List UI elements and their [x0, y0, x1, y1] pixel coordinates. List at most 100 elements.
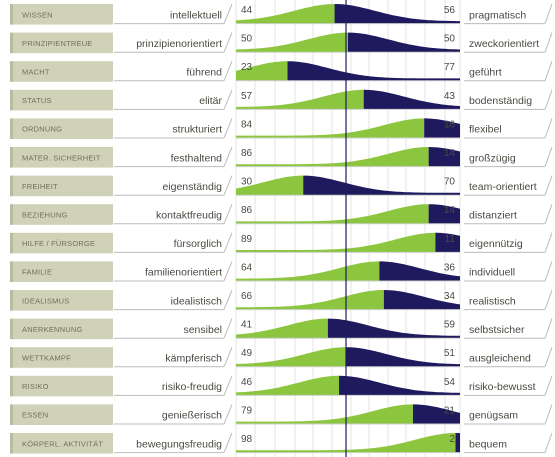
row-underline-slash: [544, 432, 553, 453]
category-label: ESSEN: [22, 411, 48, 420]
right-value-label: 34: [444, 291, 456, 302]
category-label: WISSEN: [22, 10, 53, 19]
right-value-label: 43: [444, 91, 456, 102]
right-value-area: [327, 318, 460, 339]
category-tab-edge: [10, 89, 13, 111]
row-underline-slash: [544, 61, 553, 81]
right-value-label: 70: [444, 177, 456, 188]
left-value-label: 66: [241, 291, 253, 302]
left-pole-label: bewegungsfreudig: [136, 438, 222, 450]
category-tab-edge: [10, 4, 13, 25]
right-value-area: [455, 433, 460, 453]
right-value-area: [412, 404, 460, 424]
left-value-area: [236, 147, 429, 167]
category-tab-edge: [10, 204, 13, 225]
right-pole-label: pragmatisch: [469, 9, 526, 21]
row-underline-slash: [544, 204, 553, 224]
right-pole-label: ausgleichend: [469, 353, 531, 365]
category-tab-edge: [10, 175, 13, 197]
right-value-label: 11: [445, 234, 456, 245]
right-value-area: [287, 61, 460, 81]
right-value-label: 21: [444, 405, 456, 416]
row-underline-slash: [544, 318, 553, 339]
right-pole-label: risiko-bewusst: [469, 381, 536, 393]
left-value-label: 30: [241, 177, 253, 188]
category-label: ANERKENNUNG: [22, 325, 83, 334]
row-underline-slash: [223, 404, 233, 425]
right-value-label: 50: [444, 34, 456, 45]
row-underline-slash: [223, 3, 233, 24]
category-tab: [13, 4, 113, 25]
right-pole-label: eigennützig: [469, 238, 523, 250]
right-value-area: [424, 118, 460, 138]
right-pole-label: zweckorientiert: [469, 38, 539, 50]
category-tab: [13, 204, 113, 225]
right-value-label: 77: [444, 62, 456, 73]
right-value-area: [383, 290, 460, 310]
row-underline-slash: [544, 118, 553, 139]
category-tab: [13, 32, 113, 54]
left-pole-label: kämpferisch: [165, 353, 222, 365]
category-tab: [13, 375, 113, 397]
right-pole-label: flexibel: [469, 124, 502, 136]
left-pole-label: führend: [186, 67, 222, 79]
row-underline-slash: [223, 32, 233, 53]
category-tab: [13, 318, 113, 340]
left-value-area: [236, 375, 340, 396]
right-value-label: 51: [444, 348, 456, 359]
left-pole-label: risiko-freudig: [162, 381, 222, 393]
left-pole-label: eigenständig: [162, 181, 222, 193]
category-tab: [13, 261, 113, 282]
right-value-label: 59: [444, 320, 456, 331]
left-pole-label: fürsorglich: [174, 238, 223, 250]
left-value-label: 89: [241, 234, 253, 245]
category-tab: [13, 175, 113, 197]
right-value-area: [345, 347, 460, 367]
category-tab: [13, 89, 113, 111]
row-underline-slash: [223, 347, 233, 367]
category-label: KÖRPERL. AKTIVITÄT: [22, 439, 103, 448]
row-underline-slash: [544, 146, 553, 167]
category-tab: [13, 347, 113, 368]
row-underline-slash: [223, 146, 233, 167]
right-value-area: [428, 204, 460, 224]
left-value-area: [236, 4, 335, 24]
row-underline-slash: [223, 375, 233, 396]
row-underline-slash: [544, 175, 553, 196]
left-pole-label: sensibel: [183, 324, 222, 336]
left-value-label: 46: [241, 377, 253, 388]
left-pole-label: idealistisch: [171, 295, 223, 307]
right-pole-label: großzügig: [469, 152, 516, 164]
category-tab-edge: [10, 318, 13, 340]
right-pole-label: team-orientiert: [469, 181, 537, 193]
right-value-label: 36: [444, 262, 456, 273]
category-tab-edge: [10, 32, 13, 54]
row-underline-slash: [223, 289, 233, 310]
category-tab-edge: [10, 118, 13, 139]
left-value-area: [236, 232, 436, 253]
row-underline-slash: [544, 89, 553, 110]
row-underline-slash: [223, 318, 233, 339]
category-tab-edge: [10, 404, 13, 425]
row-underline-slash: [544, 404, 553, 425]
row-underline-slash: [544, 232, 553, 253]
category-tab-edge: [10, 232, 13, 254]
left-value-label: 86: [241, 205, 253, 216]
right-value-label: 14: [444, 205, 456, 216]
left-value-area: [236, 290, 384, 310]
right-pole-label: geführt: [469, 67, 502, 79]
right-value-label: 14: [444, 148, 456, 159]
category-label: FREIHEIT: [22, 182, 58, 191]
left-value-area: [236, 32, 348, 53]
right-value-area: [339, 375, 460, 396]
row-underline-slash: [223, 432, 233, 453]
left-value-label: 84: [241, 119, 253, 130]
left-value-area: [236, 204, 429, 224]
category-tab: [13, 404, 113, 425]
left-value-label: 44: [241, 5, 253, 16]
right-value-label: 54: [444, 377, 456, 388]
left-value-label: 23: [241, 62, 253, 73]
right-pole-label: distanziert: [469, 210, 517, 222]
left-value-area: [236, 318, 328, 339]
